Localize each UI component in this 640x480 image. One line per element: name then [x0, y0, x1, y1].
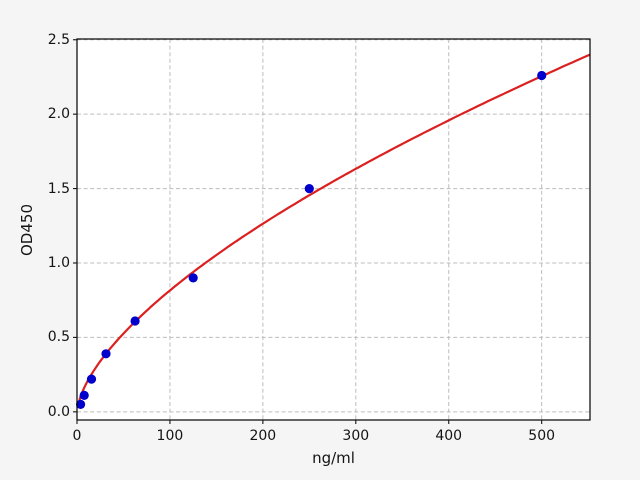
data-point	[188, 273, 198, 283]
y-axis-label: OD450	[18, 204, 36, 256]
axis-tick-marks	[73, 39, 543, 424]
x-tick-label: 500	[528, 428, 556, 444]
y-tick-label: 2.0	[47, 106, 70, 123]
plot-area-background	[77, 39, 590, 420]
data-point	[537, 70, 547, 81]
x-tick-label: 400	[435, 428, 463, 444]
data-point	[304, 184, 314, 194]
y-tick-label: 1.5	[47, 180, 70, 197]
data-point	[79, 390, 89, 400]
y-tick-label: 2.5	[47, 31, 70, 48]
fit-curve-line	[76, 53, 591, 408]
y-tick-label: 0.5	[47, 329, 70, 346]
data-point	[76, 399, 86, 409]
x-tick-label: 0	[72, 428, 82, 444]
x-tick-label: 100	[156, 428, 184, 444]
x-tick-label: 200	[249, 428, 277, 444]
data-point	[130, 316, 140, 326]
data-point	[101, 349, 111, 359]
plot-border	[76, 38, 591, 421]
data-point	[86, 374, 97, 384]
y-tick-label: 1.0	[47, 254, 70, 271]
x-tick-label: 300	[342, 428, 370, 444]
data-points	[76, 70, 547, 409]
y-tick-label: 0.0	[47, 403, 70, 420]
x-axis-label: ng/ml	[312, 449, 355, 467]
